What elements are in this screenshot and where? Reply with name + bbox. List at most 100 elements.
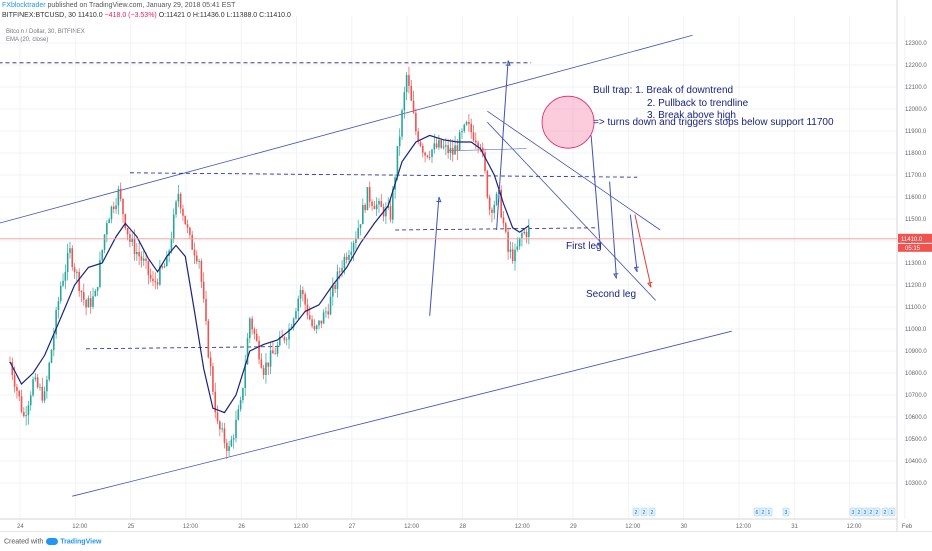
candle-body	[239, 400, 242, 410]
candle-body	[193, 249, 196, 256]
publish-header: FXblocktrader published on TradingView.c…	[0, 0, 932, 16]
event-badge-count: 3	[852, 510, 855, 516]
candle-body	[253, 329, 256, 334]
candle-body	[209, 357, 212, 367]
candle-body	[103, 234, 106, 250]
candle-body	[447, 145, 449, 154]
price-tick-label: 11300.0	[905, 261, 927, 267]
time-tick-label: 31	[791, 524, 798, 530]
candle-body	[258, 340, 260, 360]
candle-body	[528, 226, 530, 238]
candle-body	[525, 231, 528, 238]
price-tick-label: 10800.0	[905, 371, 927, 377]
candle-body	[327, 311, 330, 315]
candle-body	[156, 282, 159, 285]
time-tick-label: 12:00	[847, 524, 863, 530]
candle-body	[13, 375, 16, 387]
event-badge-count: 2	[762, 510, 765, 516]
candle-body	[140, 256, 143, 261]
ema-legend[interactable]: EMA (20, close)	[6, 37, 49, 43]
candle-body	[514, 249, 516, 262]
candle-body	[214, 391, 217, 413]
time-tick-label: 12:00	[515, 524, 531, 530]
candle-body	[408, 75, 410, 86]
channel-lower	[72, 330, 732, 497]
time-tick-label: 27	[349, 524, 356, 530]
level-10900	[86, 346, 280, 350]
candle-body	[101, 249, 104, 261]
arrow-first-leg-head	[596, 242, 603, 248]
candle-body	[412, 100, 415, 113]
time-tick-label: 24	[17, 524, 24, 530]
price-tick-label: 11600.0	[905, 195, 927, 201]
candle-body	[458, 132, 461, 151]
downtrend-line	[487, 110, 661, 231]
candle-body	[18, 390, 21, 397]
candle-body	[461, 130, 463, 133]
event-badge	[765, 507, 773, 517]
candle-body	[184, 215, 187, 225]
time-tick-label: Feb	[902, 524, 913, 530]
price-chart[interactable]: 12300.0 12200.0 12100.0 12000.0 11900.0 11800…	[0, 0, 932, 531]
candle-body	[85, 299, 87, 308]
time-axis[interactable]: 24 12:00 25 12:00 26 12:00 27 12:00 28 12:00 29 12:…	[0, 518, 913, 530]
channel-upper	[0, 34, 693, 224]
time-tick-label: 12:00	[294, 524, 310, 530]
price-tick-label: 11100.0	[905, 305, 926, 311]
candle-body	[334, 285, 336, 290]
candle-body	[73, 267, 76, 273]
candle-body	[431, 149, 433, 158]
candle-body	[292, 318, 295, 328]
sideways-line	[448, 148, 527, 152]
candle-body	[438, 140, 440, 148]
arrow-second-leg	[609, 181, 617, 279]
event-badge	[782, 507, 790, 517]
current-price-value: 11410.0	[901, 237, 923, 243]
indicator-legend: Bitcoin / Dollar, 30, BITFINEX EMA (20, …	[6, 28, 85, 44]
price-axis[interactable]: 12300.0 12200.0 12100.0 12000.0 11900.0 11800…	[0, 0, 932, 531]
candle-body	[207, 321, 210, 358]
price-tick-label: 10900.0	[905, 349, 927, 355]
candle-body	[332, 285, 334, 297]
candle-body	[415, 112, 417, 132]
publish-line: FXblocktrader published on TradingView.c…	[2, 2, 235, 9]
downtrend-lower	[487, 121, 656, 301]
price-change: −418.0 (−3.53%)	[104, 12, 157, 19]
candle-body	[232, 437, 235, 440]
price-tick-label: 11900.0	[905, 129, 927, 135]
publisher-link[interactable]: FXblocktrader	[2, 2, 46, 9]
candle-body	[419, 141, 422, 146]
candle-body	[149, 274, 152, 279]
candle-body	[378, 201, 380, 205]
candle-body	[481, 147, 484, 153]
candle-body	[454, 145, 456, 155]
candle-body	[235, 419, 237, 438]
price-tick-label: 10700.0	[905, 393, 927, 399]
candle-body	[119, 188, 122, 199]
tradingview-brand[interactable]: TradingView	[60, 538, 102, 546]
time-tick-label: 12:00	[736, 524, 752, 530]
symbol-ohlc-line: BITFINEX:BTCUSD, 30 11410.0 −418.0 (−3.5…	[2, 12, 291, 19]
candle-body	[166, 255, 168, 267]
candle-body	[465, 121, 468, 125]
candle-body	[274, 353, 276, 355]
candle-body	[366, 187, 369, 211]
candle-body	[27, 405, 30, 416]
candle-body	[198, 260, 200, 262]
candle-body	[451, 148, 454, 155]
event-badge	[881, 507, 889, 517]
event-badge-count: 2	[635, 510, 638, 516]
last-price: 11410.0	[77, 12, 103, 19]
candle-body	[41, 386, 44, 401]
candle-body	[99, 260, 101, 288]
candle-body	[463, 124, 466, 131]
candle-body	[479, 147, 482, 148]
candles	[9, 66, 530, 460]
candle-body	[36, 377, 39, 388]
candle-body	[507, 231, 509, 252]
candle-body	[64, 272, 67, 281]
candle-body	[228, 446, 230, 451]
candle-body	[477, 142, 479, 148]
candle-body	[43, 391, 46, 401]
